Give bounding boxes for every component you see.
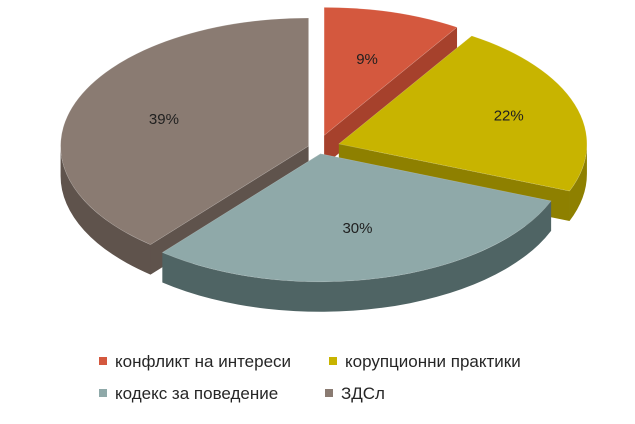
slice-conflict [323,7,458,136]
legend-label-zdsl: ЗДСл [341,384,385,403]
legend-item-corruption: корупционни практики [329,352,521,372]
slice-code [161,153,552,283]
slice-label-conflict: 9% [356,51,378,68]
legend-item-conflict: конфликт на интереси [99,352,291,372]
slice-label-zdsl: 39% [149,111,179,128]
legend-swatch-zdsl [325,389,333,397]
legend-item-zdsl: ЗДСл [325,384,385,404]
slice-corruption [338,35,588,192]
legend-item-code: кодекс за поведение [99,384,278,404]
slice-side-corruption-0 [569,143,587,222]
legend-label-code: кодекс за поведение [115,384,279,403]
slice-side-code-0 [162,200,552,312]
legend-swatch-corruption [329,357,337,365]
slice-label-code: 30% [342,220,372,237]
pie-labels: 9% 22% 30% 39% [149,51,524,237]
slice-zdsl [60,17,309,245]
slice-side-zdsl-0 [60,145,151,275]
legend-label-conflict: конфликт на интереси [115,352,292,371]
slice-label-corruption: 22% [494,107,524,124]
legend-label-corruption: корупционни практики [345,352,521,371]
legend-swatch-conflict [99,357,107,365]
legend-row-1: конфликт на интереси корупционни практик… [0,352,635,384]
legend-row-2: кодекс за поведение ЗДСл [0,384,635,416]
legend-swatch-code [99,389,107,397]
pie-tops [60,7,588,283]
legend: конфликт на интереси корупционни практик… [0,352,635,416]
